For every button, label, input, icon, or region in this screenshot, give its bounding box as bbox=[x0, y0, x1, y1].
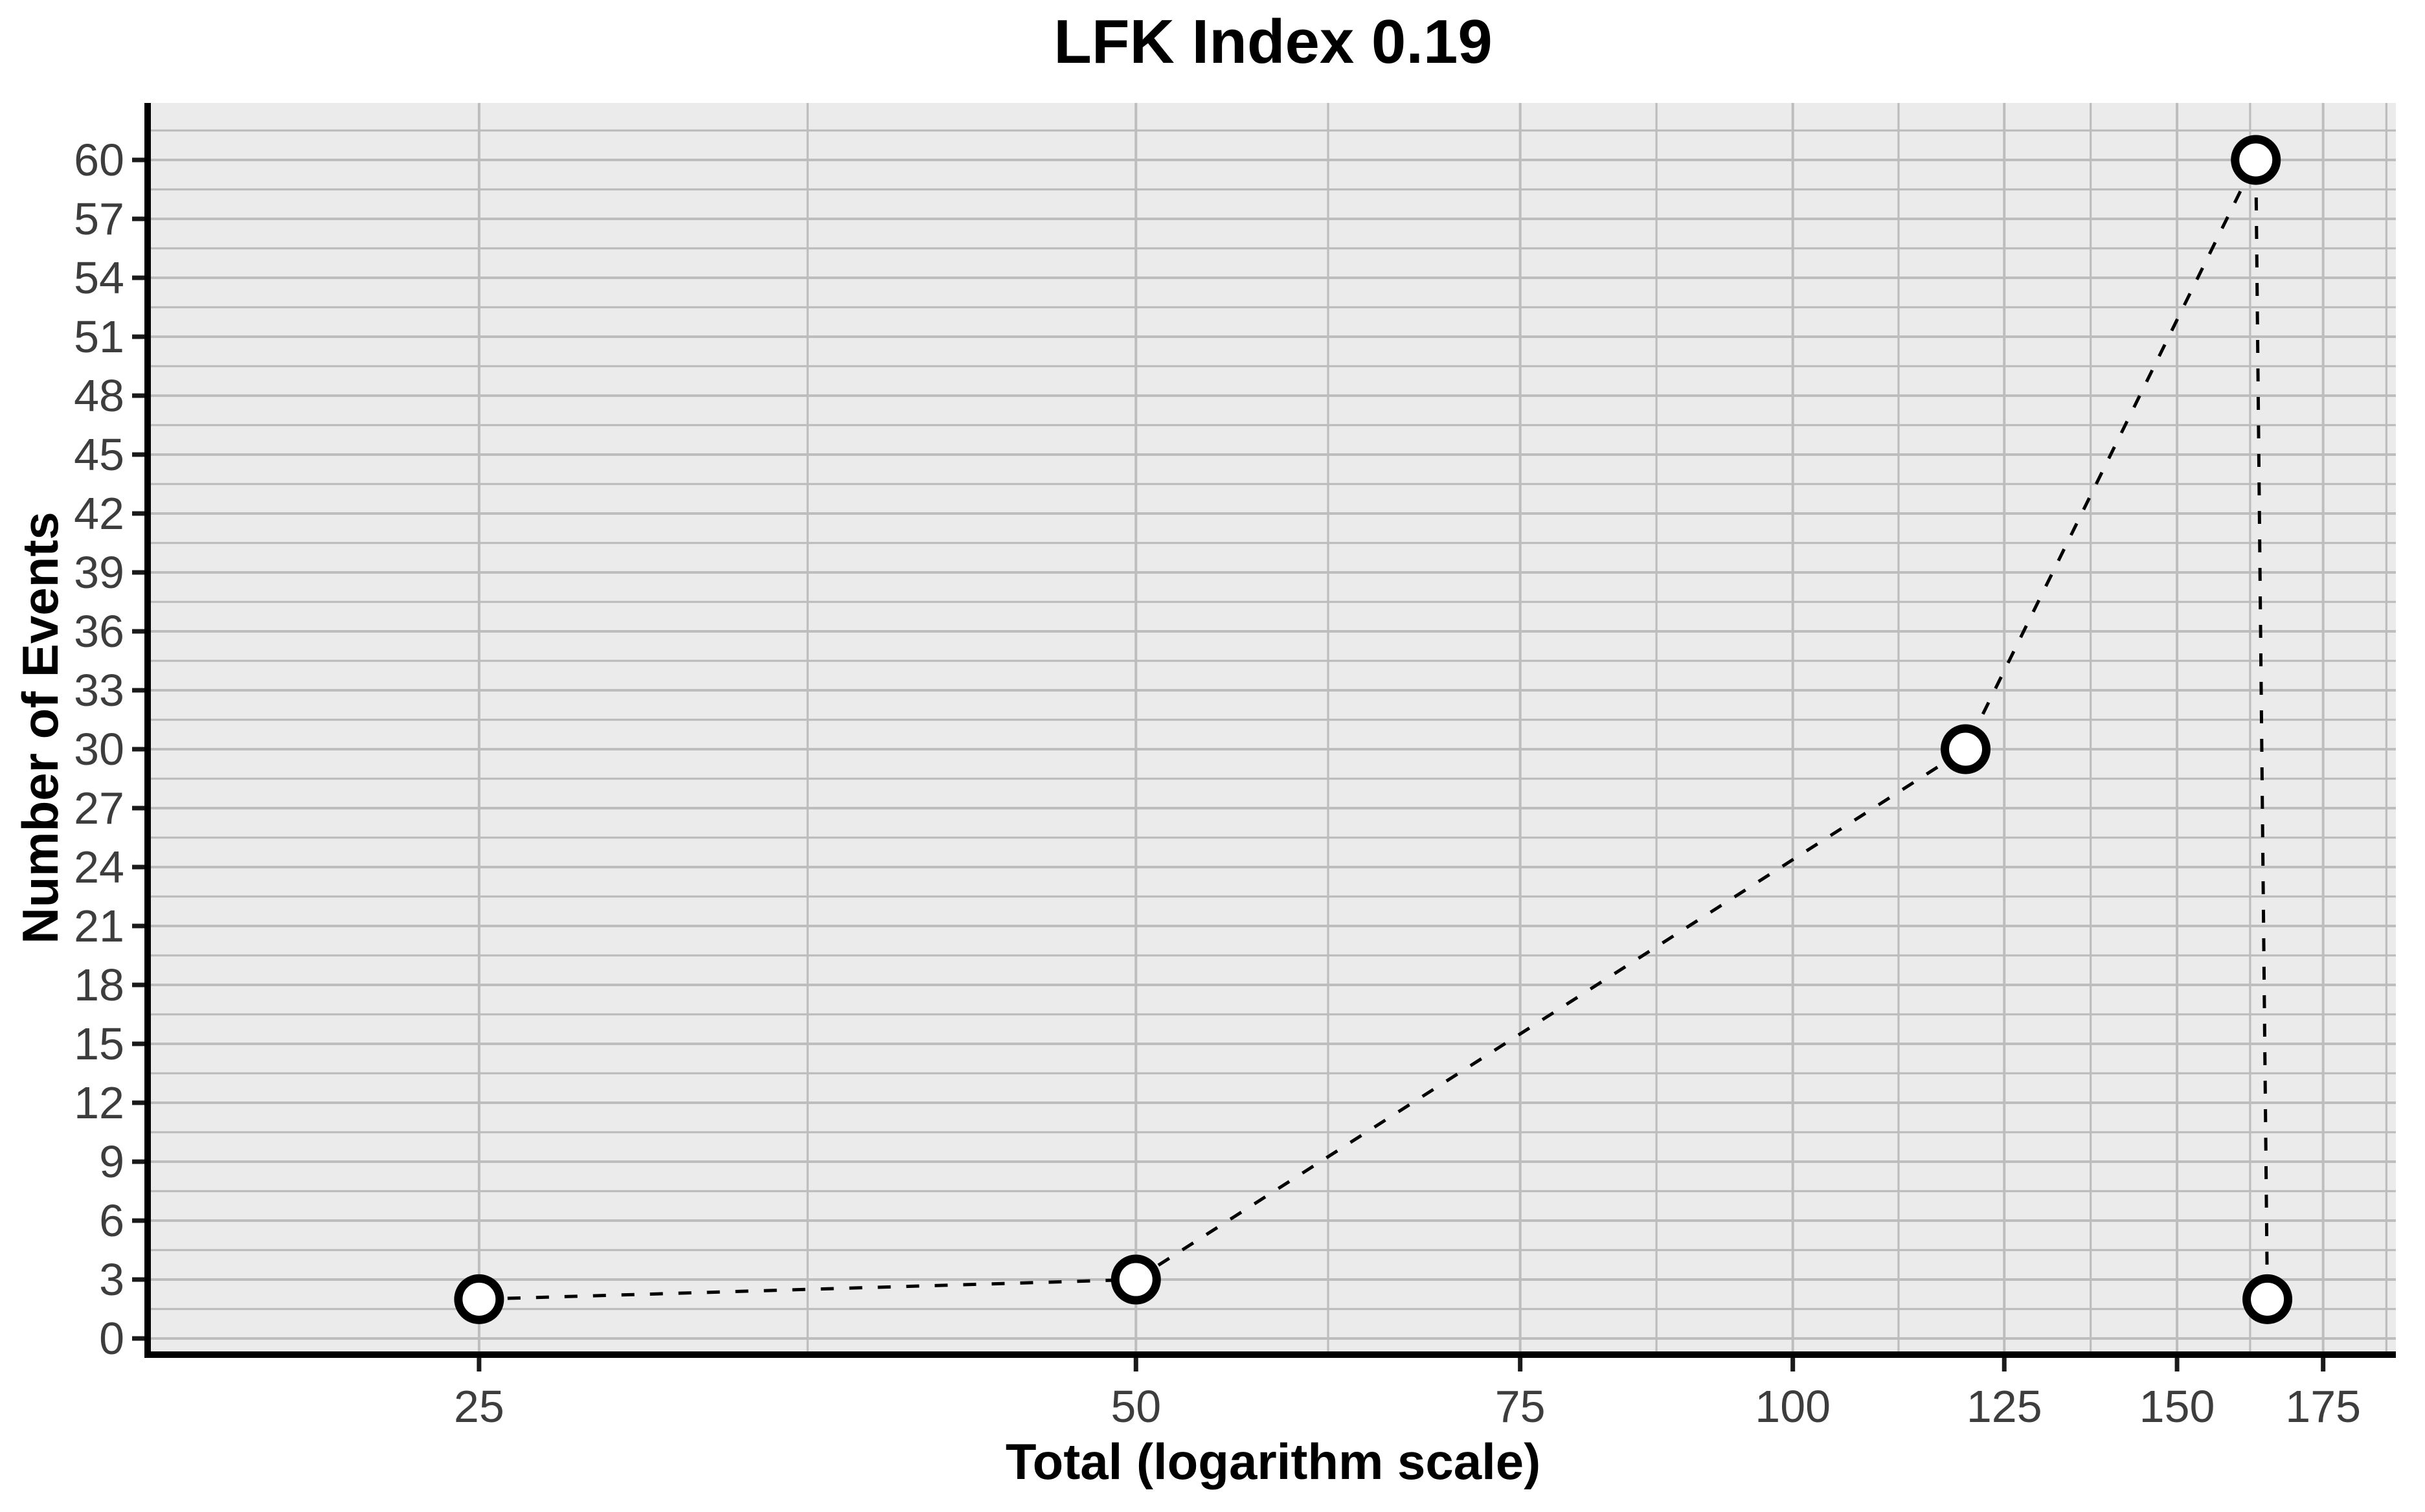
y-tick-label: 51 bbox=[74, 311, 124, 362]
y-tick-label: 0 bbox=[99, 1313, 124, 1364]
chart-title: LFK Index 0.19 bbox=[1054, 7, 1493, 76]
y-tick-label: 30 bbox=[74, 724, 124, 774]
y-tick-label: 15 bbox=[74, 1019, 124, 1069]
y-tick-label: 48 bbox=[74, 370, 124, 421]
y-tick-label: 33 bbox=[74, 665, 124, 716]
x-tick-label: 75 bbox=[1495, 1381, 1546, 1432]
x-tick-label: 50 bbox=[1111, 1381, 1161, 1432]
x-tick-label: 100 bbox=[1755, 1381, 1831, 1432]
panel-background bbox=[150, 103, 2396, 1354]
y-tick-label: 54 bbox=[74, 253, 124, 303]
y-tick-label: 36 bbox=[74, 606, 124, 657]
x-tick-label: 25 bbox=[454, 1381, 504, 1432]
x-tick-label: 125 bbox=[1967, 1381, 2042, 1432]
data-point bbox=[1941, 724, 1991, 774]
y-tick-label: 6 bbox=[99, 1195, 124, 1246]
y-tick-label: 3 bbox=[99, 1254, 124, 1305]
y-tick-label: 27 bbox=[74, 783, 124, 833]
data-point bbox=[2242, 1274, 2293, 1324]
y-tick-label: 39 bbox=[74, 547, 124, 598]
y-tick-label: 9 bbox=[99, 1136, 124, 1187]
y-tick-label: 18 bbox=[74, 960, 124, 1010]
x-tick-label: 150 bbox=[2139, 1381, 2215, 1432]
data-point bbox=[1111, 1254, 1161, 1305]
y-tick-label: 57 bbox=[74, 194, 124, 244]
y-tick-label: 12 bbox=[74, 1078, 124, 1128]
data-point bbox=[454, 1274, 504, 1324]
x-axis-title: Total (logarithm scale) bbox=[1005, 1433, 1541, 1490]
data-point bbox=[2231, 135, 2281, 185]
y-tick-label: 42 bbox=[74, 488, 124, 539]
y-tick-label: 21 bbox=[74, 901, 124, 951]
y-tick-label: 45 bbox=[74, 429, 124, 480]
x-tick-label: 175 bbox=[2285, 1381, 2361, 1432]
y-tick-label: 60 bbox=[74, 135, 124, 185]
y-tick-label: 24 bbox=[74, 842, 124, 892]
data-series-line bbox=[479, 159, 2270, 1301]
